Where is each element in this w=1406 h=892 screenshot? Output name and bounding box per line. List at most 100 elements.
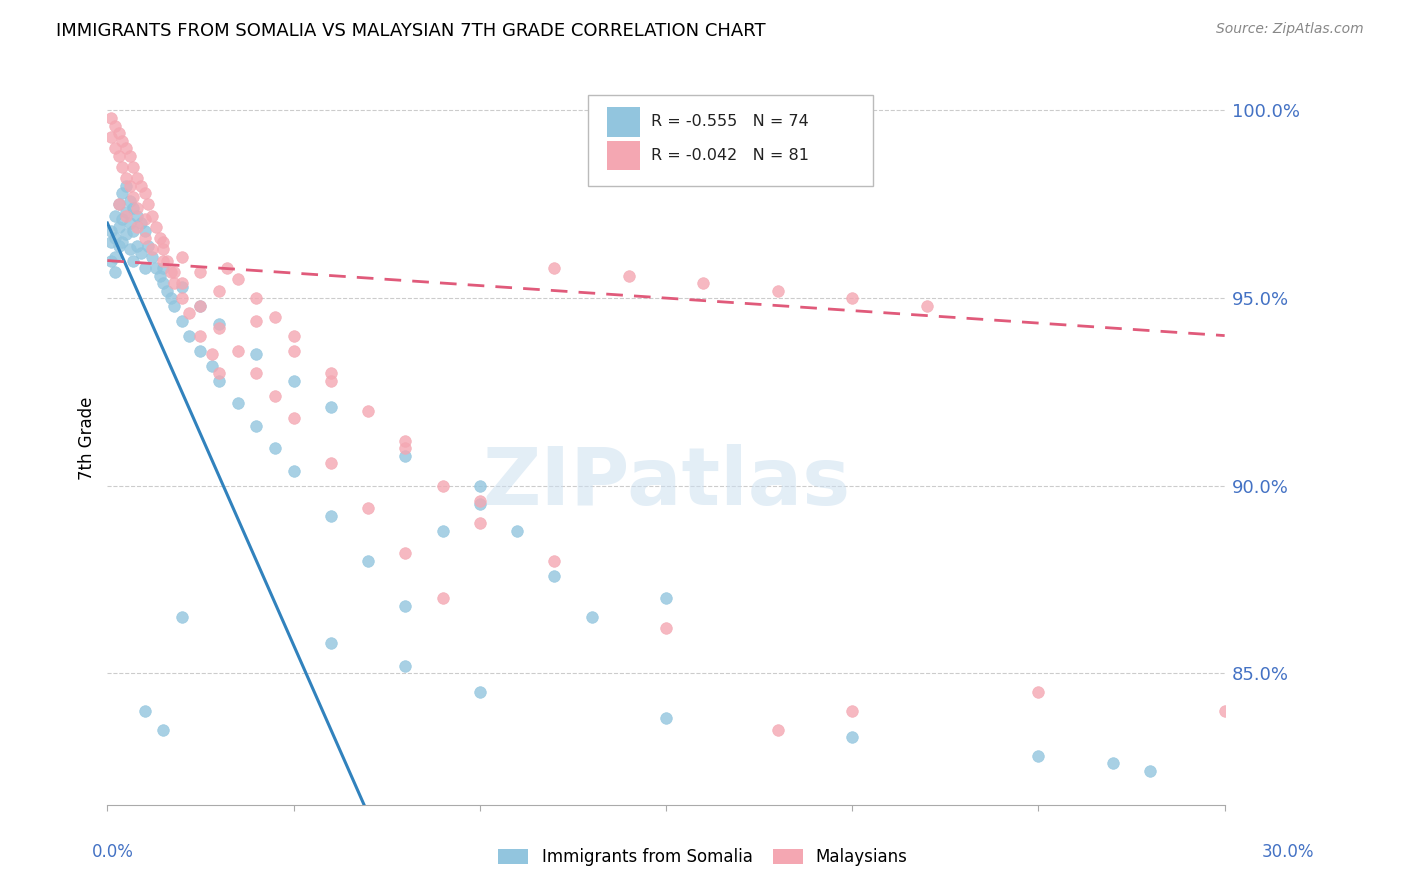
Point xyxy=(134,261,156,276)
Point xyxy=(208,318,231,332)
Point xyxy=(319,636,342,650)
Point xyxy=(163,299,186,313)
Point xyxy=(357,501,380,516)
Point xyxy=(122,253,145,268)
Point xyxy=(148,268,170,283)
Point xyxy=(319,374,342,388)
Point xyxy=(357,554,380,568)
Point xyxy=(190,328,212,343)
Point xyxy=(394,441,416,455)
Point xyxy=(190,299,212,313)
Point xyxy=(141,250,163,264)
Point xyxy=(394,658,416,673)
Point xyxy=(245,291,267,305)
Point xyxy=(100,129,122,144)
Point xyxy=(152,235,174,249)
Point xyxy=(245,313,267,327)
Point xyxy=(127,171,149,186)
Point xyxy=(122,160,145,174)
Point xyxy=(245,366,267,380)
Point xyxy=(129,178,152,193)
Point xyxy=(134,186,156,200)
Point xyxy=(766,723,789,737)
Point xyxy=(468,685,491,699)
Point xyxy=(118,242,141,256)
Point xyxy=(127,238,149,252)
Point xyxy=(115,204,138,219)
Point xyxy=(152,253,174,268)
Point xyxy=(394,546,416,560)
Point xyxy=(104,231,127,245)
Point xyxy=(100,253,122,268)
Point xyxy=(394,599,416,613)
Point xyxy=(226,343,249,358)
Point xyxy=(394,449,416,463)
Point xyxy=(1028,748,1050,763)
Point xyxy=(152,242,174,256)
Point xyxy=(766,284,789,298)
Point xyxy=(170,280,193,294)
Point xyxy=(208,321,231,335)
Point xyxy=(100,223,122,237)
FancyBboxPatch shape xyxy=(588,95,873,186)
Point xyxy=(145,219,167,234)
Point xyxy=(655,591,678,606)
Point xyxy=(208,374,231,388)
Point xyxy=(190,265,212,279)
Point xyxy=(104,265,127,279)
Point xyxy=(179,328,201,343)
Point xyxy=(432,524,454,538)
Point xyxy=(148,231,170,245)
Point xyxy=(201,347,224,361)
Point xyxy=(129,216,152,230)
Point xyxy=(104,209,127,223)
Point xyxy=(655,621,678,635)
Point xyxy=(190,299,212,313)
Point xyxy=(159,265,181,279)
Point xyxy=(226,396,249,410)
Point xyxy=(118,216,141,230)
Point xyxy=(127,219,149,234)
Point xyxy=(104,119,127,133)
Point xyxy=(107,148,129,162)
Point xyxy=(841,730,863,744)
Point xyxy=(104,250,127,264)
Point xyxy=(319,366,342,380)
Point xyxy=(163,265,186,279)
Point xyxy=(141,242,163,256)
Point xyxy=(841,704,863,718)
Text: ZIPatlas: ZIPatlas xyxy=(482,443,851,522)
Point xyxy=(1213,704,1236,718)
Y-axis label: 7th Grade: 7th Grade xyxy=(79,397,96,481)
Point xyxy=(122,223,145,237)
Point xyxy=(111,186,134,200)
Point xyxy=(283,464,305,478)
Point xyxy=(159,291,181,305)
Point xyxy=(115,171,138,186)
Point xyxy=(163,276,186,290)
Point xyxy=(692,276,714,290)
Text: 0.0%: 0.0% xyxy=(91,843,134,861)
Point xyxy=(115,141,138,155)
Point xyxy=(156,284,179,298)
Point xyxy=(394,434,416,448)
Point xyxy=(115,178,138,193)
Point xyxy=(841,291,863,305)
Point xyxy=(245,347,267,361)
Point xyxy=(111,212,134,227)
Point xyxy=(118,178,141,193)
Text: R = -0.042   N = 81: R = -0.042 N = 81 xyxy=(651,148,810,163)
Point xyxy=(127,201,149,215)
Point xyxy=(208,366,231,380)
Point xyxy=(283,374,305,388)
Point xyxy=(107,197,129,211)
Text: IMMIGRANTS FROM SOMALIA VS MALAYSIAN 7TH GRADE CORRELATION CHART: IMMIGRANTS FROM SOMALIA VS MALAYSIAN 7TH… xyxy=(56,22,766,40)
Point xyxy=(170,250,193,264)
Point xyxy=(118,148,141,162)
Point xyxy=(170,610,193,624)
Point xyxy=(134,223,156,237)
Point xyxy=(468,478,491,492)
Point xyxy=(152,723,174,737)
Text: Source: ZipAtlas.com: Source: ZipAtlas.com xyxy=(1216,22,1364,37)
Point xyxy=(107,126,129,140)
